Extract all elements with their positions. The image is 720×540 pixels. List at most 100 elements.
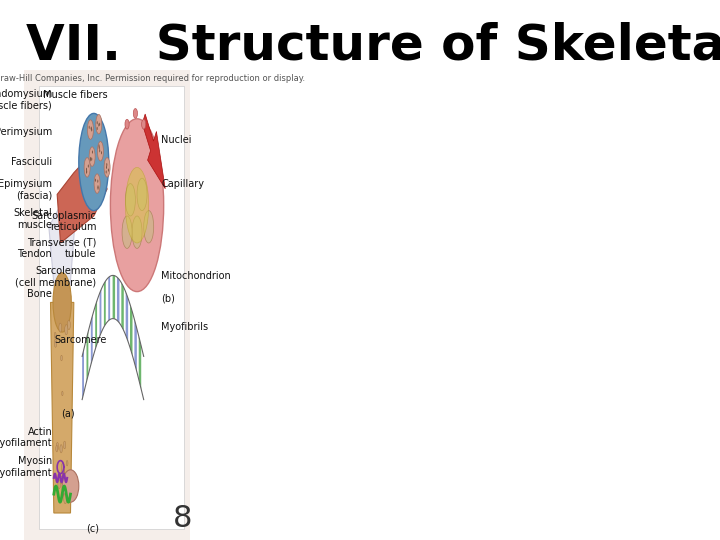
Circle shape: [86, 170, 87, 173]
Circle shape: [96, 121, 98, 124]
Circle shape: [104, 158, 110, 177]
Text: Perimysium: Perimysium: [0, 127, 52, 137]
Circle shape: [106, 170, 107, 173]
Circle shape: [91, 129, 92, 132]
Circle shape: [90, 157, 91, 160]
Circle shape: [95, 179, 96, 182]
Circle shape: [54, 332, 56, 338]
Text: Myosin
myofilament: Myosin myofilament: [0, 456, 52, 478]
Circle shape: [59, 323, 62, 332]
Circle shape: [54, 339, 57, 347]
Circle shape: [90, 158, 91, 161]
Circle shape: [97, 187, 99, 190]
Circle shape: [65, 325, 68, 335]
Circle shape: [78, 113, 109, 211]
Circle shape: [53, 273, 71, 332]
Text: Nuclei: Nuclei: [161, 136, 192, 145]
Text: 8: 8: [173, 504, 192, 533]
Polygon shape: [50, 302, 74, 513]
Circle shape: [60, 476, 63, 483]
Text: Skeletal
muscle: Skeletal muscle: [14, 208, 52, 230]
Polygon shape: [112, 275, 115, 319]
Text: Sarcomere: Sarcomere: [54, 335, 107, 345]
Circle shape: [97, 141, 104, 161]
Circle shape: [110, 119, 163, 292]
Circle shape: [86, 171, 87, 174]
Circle shape: [108, 168, 109, 172]
Text: Sarcolemma
(cell membrane): Sarcolemma (cell membrane): [15, 266, 96, 287]
Text: Transverse (T)
tubule: Transverse (T) tubule: [27, 238, 96, 259]
Text: Muscle fibers: Muscle fibers: [43, 90, 108, 99]
Circle shape: [92, 151, 93, 154]
Polygon shape: [130, 305, 132, 356]
Text: Copyright © The McGraw-Hill Companies, Inc. Permission required for reproduction: Copyright © The McGraw-Hill Companies, I…: [0, 74, 305, 83]
Polygon shape: [135, 319, 137, 372]
Circle shape: [97, 179, 99, 183]
FancyArrow shape: [143, 114, 166, 189]
Circle shape: [99, 146, 100, 150]
Text: Bone: Bone: [27, 289, 52, 299]
Circle shape: [89, 126, 90, 129]
Text: (c): (c): [86, 523, 99, 533]
Text: Capillary: Capillary: [161, 179, 204, 188]
Circle shape: [61, 463, 65, 474]
Circle shape: [91, 127, 92, 131]
Text: Myofibrils: Myofibrils: [161, 322, 208, 332]
Circle shape: [63, 493, 67, 504]
Circle shape: [84, 158, 90, 177]
Circle shape: [125, 167, 149, 243]
Circle shape: [56, 442, 58, 450]
Text: Fasciculi: Fasciculi: [11, 157, 52, 167]
Circle shape: [137, 178, 147, 211]
Circle shape: [63, 469, 65, 473]
FancyBboxPatch shape: [24, 70, 190, 540]
Circle shape: [97, 185, 99, 188]
Ellipse shape: [62, 470, 78, 502]
Text: Actin
myofilament: Actin myofilament: [0, 427, 52, 448]
Circle shape: [101, 151, 102, 154]
Polygon shape: [126, 292, 128, 342]
Circle shape: [87, 120, 94, 139]
Circle shape: [55, 445, 58, 452]
Text: (a): (a): [61, 408, 75, 418]
Circle shape: [122, 216, 132, 248]
Circle shape: [86, 167, 87, 171]
Circle shape: [132, 216, 142, 248]
Text: (b): (b): [161, 293, 175, 303]
Circle shape: [68, 320, 71, 330]
Circle shape: [58, 480, 60, 489]
Circle shape: [60, 355, 63, 361]
Text: Sarcoplasmic
reticulum: Sarcoplasmic reticulum: [32, 211, 96, 232]
Text: VII.  Structure of Skeletal Muscle Cells: VII. Structure of Skeletal Muscle Cells: [25, 22, 720, 70]
Circle shape: [63, 471, 65, 476]
Circle shape: [62, 391, 63, 396]
Circle shape: [88, 165, 89, 168]
Circle shape: [106, 166, 107, 169]
Polygon shape: [99, 289, 102, 337]
Polygon shape: [121, 283, 124, 331]
Polygon shape: [117, 277, 120, 323]
Circle shape: [94, 174, 100, 193]
Polygon shape: [95, 300, 97, 349]
Text: Mitochondrion: Mitochondrion: [161, 272, 231, 281]
Polygon shape: [91, 315, 93, 365]
Polygon shape: [86, 331, 89, 382]
Text: Tendon: Tendon: [17, 249, 52, 259]
Circle shape: [91, 158, 92, 161]
Circle shape: [96, 114, 102, 134]
Polygon shape: [108, 276, 110, 321]
FancyBboxPatch shape: [24, 0, 190, 70]
Text: Endomysium
(between muscle fibers): Endomysium (between muscle fibers): [0, 89, 52, 111]
Polygon shape: [139, 336, 141, 389]
Polygon shape: [49, 205, 76, 302]
Polygon shape: [104, 281, 106, 327]
Ellipse shape: [142, 119, 145, 129]
Polygon shape: [57, 151, 107, 243]
FancyBboxPatch shape: [39, 86, 184, 529]
Circle shape: [66, 461, 68, 466]
Circle shape: [96, 127, 98, 130]
Circle shape: [60, 444, 63, 453]
Polygon shape: [82, 349, 84, 400]
Circle shape: [144, 211, 153, 243]
Circle shape: [99, 149, 100, 152]
